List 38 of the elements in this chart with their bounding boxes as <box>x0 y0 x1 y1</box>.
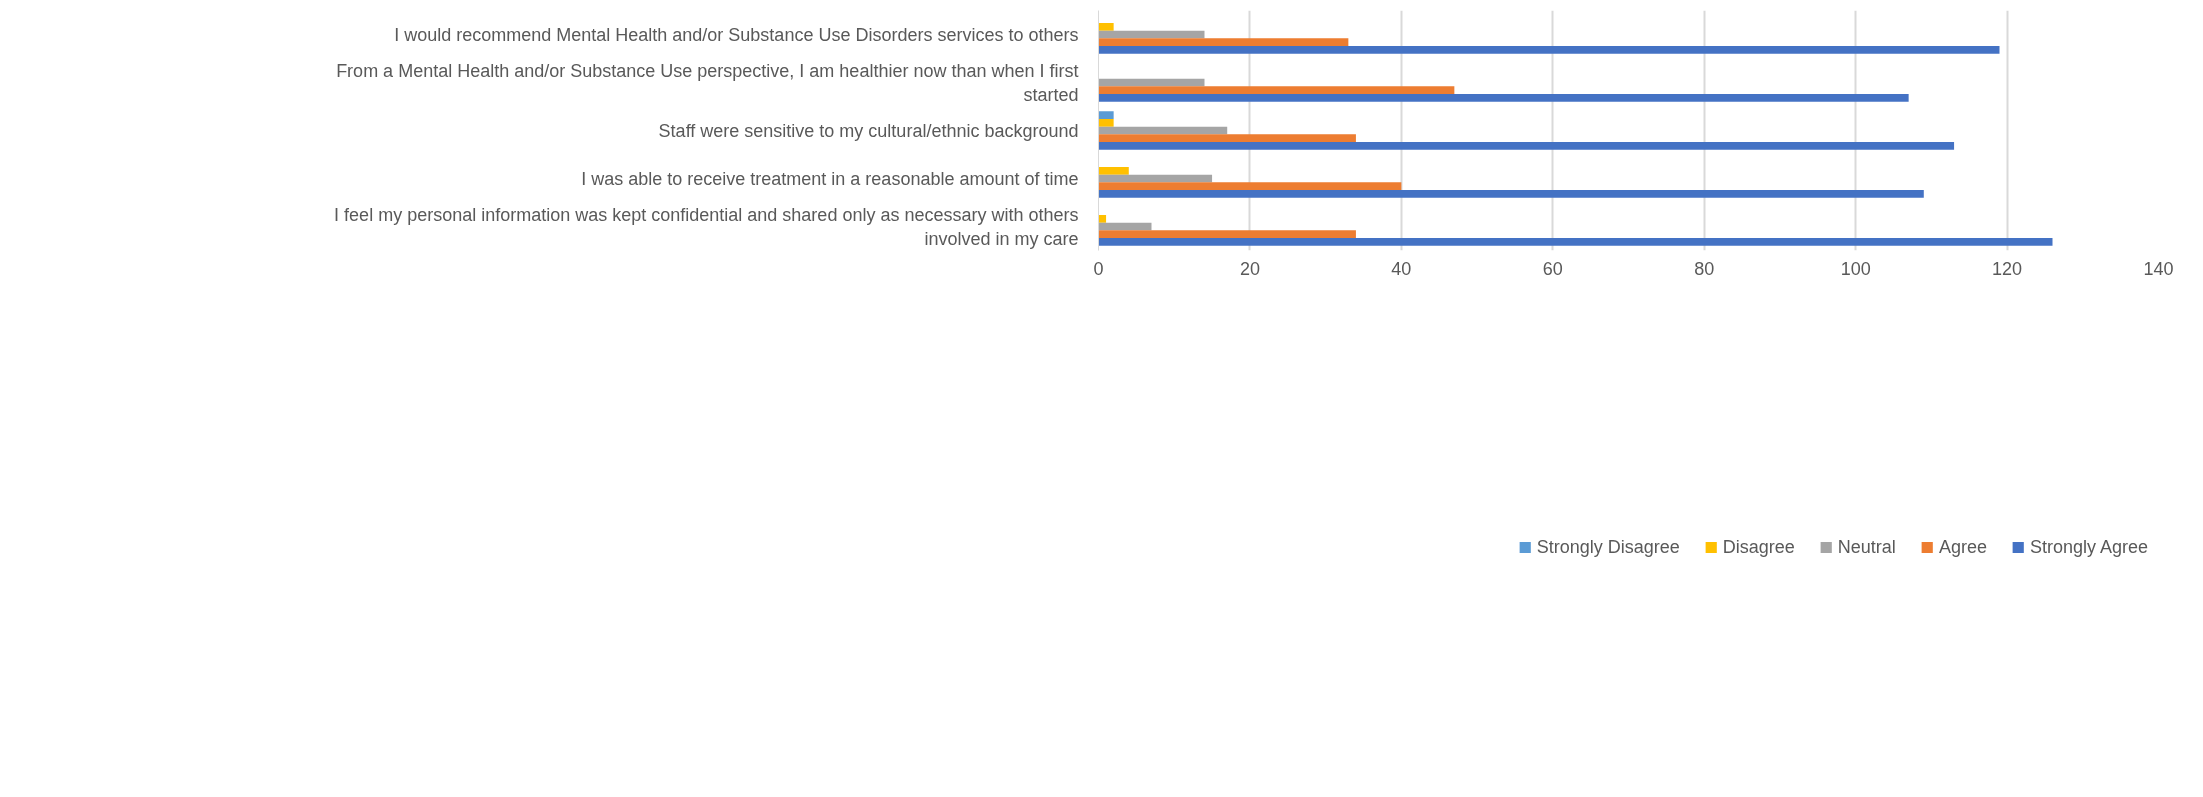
bar <box>1098 222 1152 231</box>
bar <box>1098 166 1129 175</box>
bar <box>1098 126 1228 135</box>
bar <box>1098 182 1402 191</box>
x-tick-label: 100 <box>1840 258 1871 279</box>
bar <box>1098 86 1455 95</box>
y-tick-label: I feel my personal information was kept confidential and shared only as necessary with others involved in my care <box>334 204 1079 249</box>
x-tick-label: 60 <box>1542 258 1563 279</box>
x-tick-label: 120 <box>1992 258 2023 279</box>
bar <box>1098 38 1349 47</box>
bar <box>1098 30 1205 39</box>
y-tick-label: From a Mental Health and/or Substance Use perspective, I am healthier now than when I first started <box>336 60 1079 105</box>
bar <box>1098 142 1955 150</box>
bar <box>1098 111 1114 119</box>
bar <box>1098 230 1356 239</box>
bar <box>1098 190 1924 198</box>
bar <box>1098 78 1205 87</box>
x-tick-label: 140 <box>2143 258 2174 279</box>
bar <box>1098 174 1213 183</box>
bar <box>1098 94 1909 102</box>
x-tick-label: 0 <box>1093 258 1104 279</box>
y-tick-label: I was able to receive treatment in a reasonable amount of time <box>581 168 1079 189</box>
bar <box>1098 118 1114 127</box>
bar <box>1098 214 1107 223</box>
bar <box>1098 22 1114 31</box>
bar <box>1098 134 1356 143</box>
x-tick-label: 20 <box>1239 258 1260 279</box>
legend-label: Disagree <box>1722 536 1795 558</box>
bar <box>1098 46 2000 54</box>
legend-label: Agree <box>1938 536 1987 558</box>
x-tick-label: 40 <box>1391 258 1412 279</box>
bar <box>1098 238 2053 246</box>
y-tick-label: Staff were sensitive to my cultural/ethnic background <box>658 120 1079 141</box>
legend-label: Strongly Disagree <box>1536 536 1680 558</box>
x-tick-label: 80 <box>1694 258 1715 279</box>
legend-label: Neutral <box>1837 536 1896 558</box>
legend-label: Strongly Agree <box>2029 536 2148 558</box>
y-tick-label: I would recommend Mental Health and/or Substance Use Disorders services to others <box>394 24 1079 45</box>
